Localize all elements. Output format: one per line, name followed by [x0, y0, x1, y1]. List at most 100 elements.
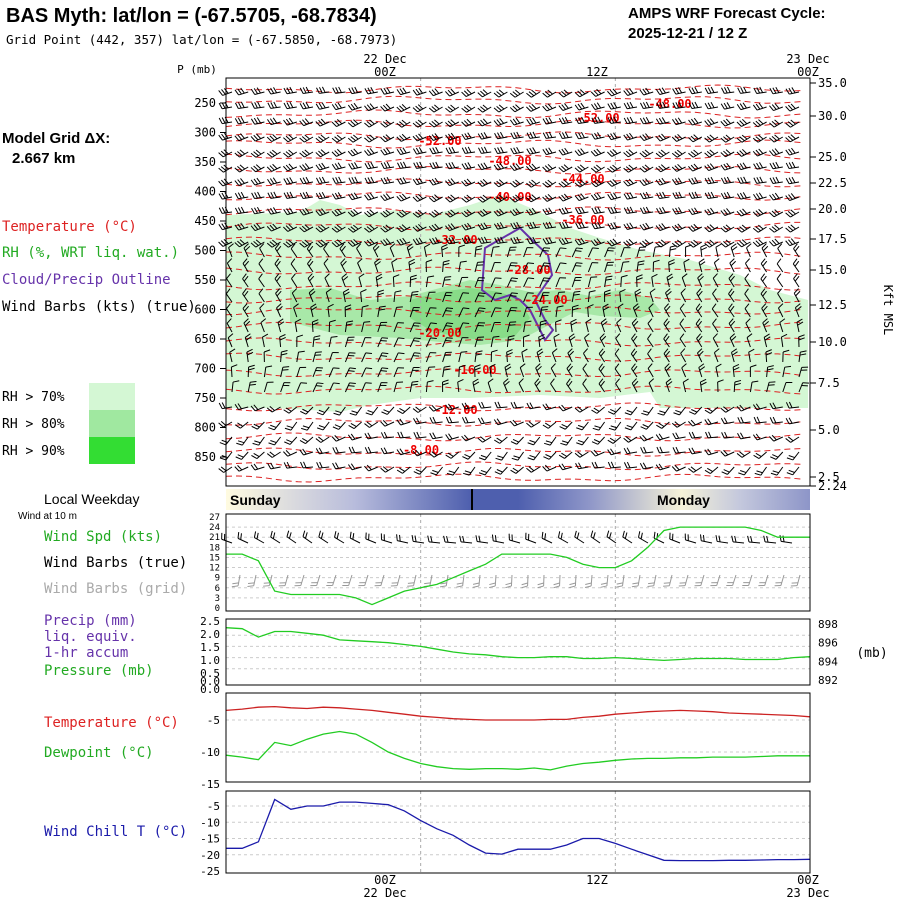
wind-barb-flag — [365, 412, 372, 416]
wind-barb-flag — [480, 163, 485, 170]
wind-barb-flag — [218, 207, 223, 214]
wind-barb-flag — [446, 536, 449, 543]
wind-barb-flag — [629, 192, 634, 199]
wind-barb-flag — [720, 227, 726, 233]
wind-barb-flag — [351, 87, 356, 94]
wind-barb-flag — [245, 336, 252, 341]
height-tick-label: 2.5 — [818, 470, 840, 484]
wind-10m-label: Wind at 10 m — [18, 511, 77, 522]
wind-barb — [568, 337, 573, 348]
wind-barb — [442, 367, 445, 378]
wind-barb-flag — [526, 197, 532, 203]
wind-barb-flag — [256, 206, 261, 213]
wind-barb — [270, 121, 281, 126]
wind-barb-flag — [544, 464, 550, 471]
wind-barb — [513, 136, 524, 140]
wind-barb — [501, 451, 508, 461]
wind-barb-flag — [347, 122, 354, 128]
wind-barb-flag — [664, 363, 670, 369]
wind-barb — [709, 241, 719, 248]
wind-barb-flag — [758, 192, 764, 199]
wind-barb-flag — [739, 404, 745, 411]
wind-barb-flag — [577, 166, 583, 171]
wind-barb-flag — [665, 378, 672, 383]
wind-barb — [400, 436, 411, 439]
wind-barb-flag — [515, 194, 521, 200]
wind-barb — [335, 451, 346, 454]
wind-barb-flag — [369, 134, 375, 140]
wind-barb — [449, 136, 459, 141]
wind-barb-flag — [445, 163, 450, 170]
wind-barb-flag — [316, 427, 324, 431]
wind-barb — [665, 382, 670, 393]
wind-barb-flag — [396, 449, 401, 455]
wind-barb — [450, 451, 460, 459]
wind-barb-flag — [574, 104, 580, 111]
wind-barb-flag — [739, 209, 745, 216]
height-tick-label: 5.0 — [818, 423, 840, 437]
wind-barb — [710, 466, 719, 474]
wind-barb-flag — [494, 132, 498, 139]
wind-barb-flag — [634, 288, 641, 293]
wind-barb-flag — [694, 207, 699, 214]
wind-barb — [323, 248, 330, 258]
wind-barb-flag — [380, 447, 385, 454]
wind-barb-flag — [634, 306, 640, 311]
wind-barb — [344, 367, 351, 378]
height-tick-label: 17.5 — [818, 232, 847, 246]
wind-barb-flag — [744, 288, 749, 295]
wind-barb — [756, 91, 767, 95]
wind-barb-flag — [547, 179, 553, 185]
wind-barb-flag — [429, 417, 434, 424]
wind-barb — [286, 536, 297, 544]
wind-barb — [676, 241, 686, 248]
wind-barb-flag — [283, 462, 288, 469]
wind-barb-flag — [776, 273, 782, 280]
wind-barb — [794, 307, 800, 318]
wind-barb-flag — [756, 416, 761, 423]
wind-barb-flag — [415, 88, 421, 95]
wind-barb-flag — [697, 305, 703, 312]
wind-barb-flag — [704, 152, 710, 158]
wind-barb-flag — [512, 467, 519, 472]
wind-barb — [777, 307, 784, 318]
wind-barb-flag — [333, 367, 340, 369]
wind-barb — [521, 352, 525, 363]
wind-ytick: 12 — [209, 564, 220, 574]
wind-barb-flag — [445, 91, 451, 97]
wind-barb-flag — [753, 177, 758, 184]
wind-barb-flag — [512, 181, 518, 186]
wind-barb-flag — [237, 192, 242, 199]
weekday-label: Local Weekday — [44, 491, 139, 507]
wind-barb-flag — [434, 209, 440, 215]
wind-barb — [377, 382, 382, 393]
wind-barb-flag — [771, 210, 777, 216]
wind-barb-flag — [609, 437, 616, 442]
wind-barb — [679, 308, 687, 318]
wind-barb — [740, 421, 751, 424]
wind-barb — [728, 308, 735, 318]
wind-barb-flag — [774, 119, 780, 125]
wind-barb — [604, 277, 607, 288]
height-tick-label: 20.0 — [818, 202, 847, 216]
wind-barb — [400, 421, 411, 426]
wind-barb — [416, 181, 427, 186]
wind-barb — [401, 106, 411, 112]
bottom-date-23dec: 23 Dec — [786, 886, 829, 900]
wind-barb-flag — [318, 150, 324, 156]
wind-barb-flag — [585, 582, 592, 586]
wind-barb-flag — [320, 532, 324, 539]
wind-barb-flag — [493, 120, 499, 126]
wind-barb — [648, 307, 654, 318]
wind-barb-flag — [656, 446, 660, 454]
wind-barb — [225, 293, 233, 303]
wind-barb-flag — [581, 221, 585, 228]
wind-barb — [255, 241, 265, 248]
wind-barb-flag — [258, 258, 264, 264]
wind-barb-flag — [762, 305, 768, 312]
wind-barb-flag — [704, 419, 709, 426]
wind-barb-flag — [477, 211, 483, 217]
wind-barb-flag — [582, 363, 588, 370]
wind-barb-flag — [240, 206, 245, 213]
wind-barb-flag — [600, 380, 605, 387]
